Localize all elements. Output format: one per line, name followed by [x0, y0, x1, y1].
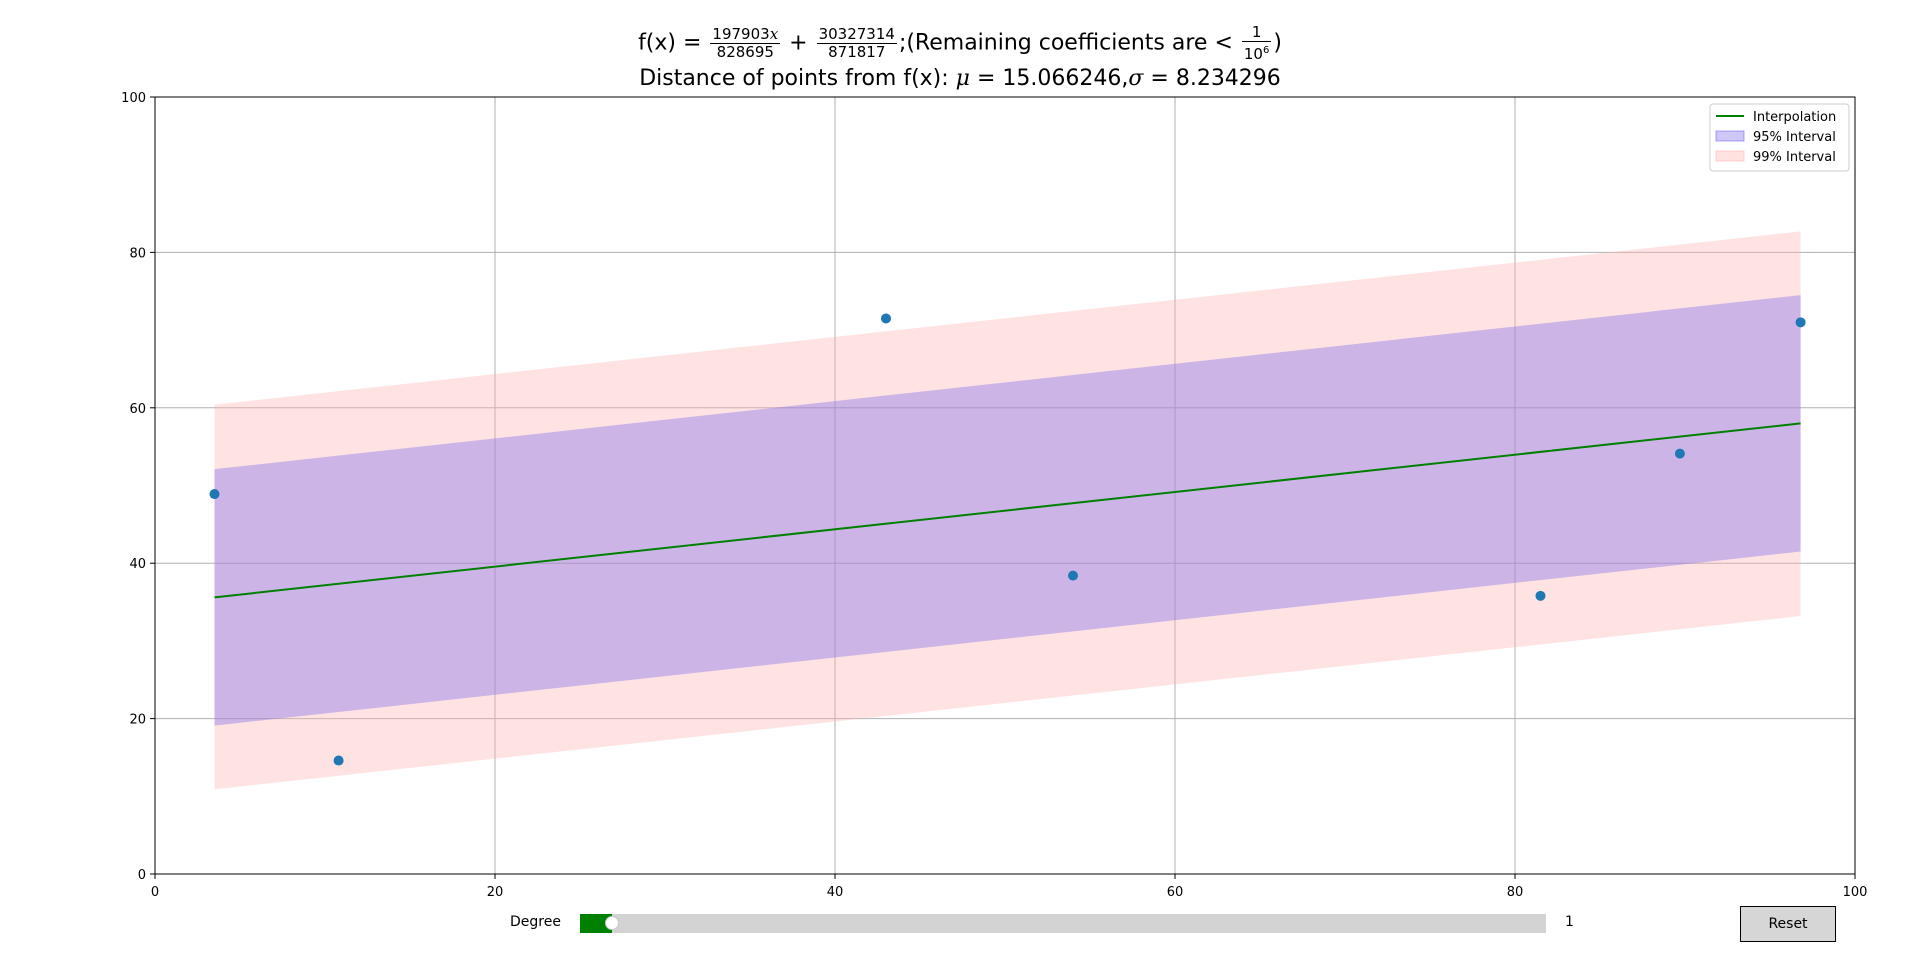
- x-tick-label: 60: [1167, 885, 1184, 900]
- legend-interval-95-label: 95% Interval: [1753, 130, 1836, 145]
- data-point: [1674, 448, 1685, 459]
- data-point: [209, 489, 220, 500]
- legend-interval-99-label: 99% Interval: [1753, 150, 1836, 165]
- data-point: [1068, 570, 1078, 581]
- degree-slider-value: 1: [1565, 914, 1574, 930]
- legend-interpolation-label: Interpolation: [1753, 110, 1836, 125]
- data-point: [1535, 590, 1546, 601]
- x-tick-label: 80: [1507, 885, 1524, 900]
- reset-button[interactable]: Reset: [1740, 906, 1836, 942]
- y-tick-label: 80: [129, 246, 146, 261]
- interpolation-line: [214, 422, 1801, 599]
- y-tick-label: 20: [129, 713, 146, 728]
- legend: Interpolation 95% Interval 99% Interval: [1709, 103, 1850, 172]
- degree-slider-label: Degree: [510, 914, 561, 930]
- legend-box: [1709, 103, 1850, 172]
- legend-interval-95-swatch: [1715, 130, 1745, 142]
- chart-title-equation: f(x) = 197903x 828695 + 30327314 871817 ;(R…: [0, 24, 1920, 63]
- fraction-3: 1 106: [1241, 24, 1272, 63]
- tick-layer: 0 20 40 60 80 100 0 20 40 60 80 100: [121, 91, 1867, 900]
- x-tick-label: 0: [151, 885, 159, 900]
- degree-slider-handle[interactable]: [604, 916, 619, 930]
- data-point: [1795, 317, 1806, 328]
- legend-interval-99-swatch: [1715, 150, 1745, 162]
- distance-prefix: Distance of points from f(x):: [639, 66, 956, 91]
- degree-slider[interactable]: [580, 914, 1546, 933]
- point-layer: [209, 313, 1806, 766]
- fraction-1: 197903x 828695: [710, 25, 781, 61]
- title-prefix: f(x) =: [638, 30, 709, 56]
- fraction-3-exponent: 6: [1262, 45, 1270, 56]
- y-tick-label: 100: [121, 91, 146, 106]
- chart-title-distance: Distance of points from f(x): μ = 15.066…: [0, 66, 1920, 91]
- mu-symbol: μ: [955, 66, 970, 91]
- close-paren: ): [1273, 30, 1282, 56]
- x-tick-label: 40: [827, 885, 844, 900]
- x-tick-label: 20: [487, 885, 504, 900]
- axes-frame: [154, 96, 1856, 875]
- y-tick-label: 40: [129, 557, 146, 572]
- fraction-1-denominator: 828695: [716, 43, 774, 61]
- fraction-3-denominator: 106: [1242, 42, 1271, 63]
- remaining-text: ;(Remaining coefficients are <: [898, 30, 1240, 56]
- data-point: [333, 755, 344, 766]
- y-tick-label: 0: [138, 868, 146, 883]
- sigma-value: = 8.234296: [1143, 66, 1281, 91]
- fraction-3-numerator: 1: [1241, 24, 1272, 42]
- fraction-2: 30327314 871817: [816, 25, 897, 61]
- fraction-2-numerator: 30327314: [816, 25, 897, 44]
- data-point: [881, 313, 891, 324]
- x-tick-label: 100: [1843, 885, 1868, 900]
- line-layer: [214, 422, 1801, 599]
- sigma-symbol: σ: [1128, 66, 1144, 91]
- degree-slider-fill: [580, 914, 612, 933]
- plus-sign: +: [782, 30, 815, 56]
- fraction-1-numerator: 197903: [712, 25, 770, 43]
- fraction-1-variable: x: [769, 25, 779, 43]
- fraction-2-denominator: 871817: [828, 43, 886, 61]
- y-tick-label: 60: [129, 402, 146, 417]
- mu-value: = 15.066246,: [969, 66, 1129, 91]
- fraction-3-base: 10: [1243, 45, 1263, 63]
